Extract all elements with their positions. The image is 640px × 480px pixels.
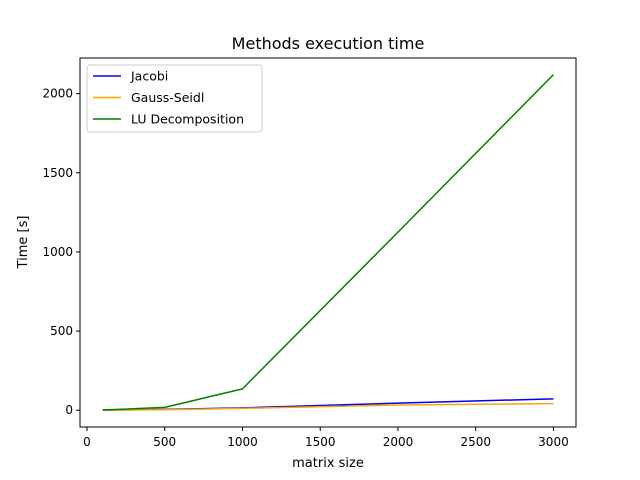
- plot-lines: [102, 74, 554, 411]
- x-axis-label: matrix size: [292, 456, 364, 471]
- y-tick-label: 1500: [42, 166, 73, 180]
- x-tick-label: 3000: [538, 435, 569, 449]
- y-axis-label: Time [s]: [16, 216, 31, 270]
- series-line-1: [102, 402, 554, 411]
- legend-label-0: Jacobi: [130, 69, 168, 84]
- y-tick-label: 1000: [42, 245, 73, 259]
- plot-frame: [79, 57, 577, 428]
- y-tick-label: 500: [50, 324, 73, 338]
- x-tick-label: 500: [153, 435, 176, 449]
- y-axis: 0 500 1000 1500 2000: [42, 87, 80, 417]
- series-line-2: [102, 74, 554, 411]
- y-tick-label: 0: [65, 403, 73, 417]
- chart-title: Methods execution time: [232, 34, 425, 53]
- x-tick-label: 0: [83, 435, 91, 449]
- legend-box: [86, 64, 263, 133]
- legend-label-2: LU Decomposition: [131, 112, 244, 127]
- y-tick-label: 2000: [42, 87, 73, 101]
- x-tick-label: 1500: [305, 435, 336, 449]
- x-tick-label: 1000: [227, 435, 258, 449]
- legend-label-1: Gauss-Seidl: [131, 90, 204, 105]
- x-axis: 0 500 1000 1500 2000 2500 3000: [83, 427, 569, 449]
- x-tick-label: 2500: [460, 435, 491, 449]
- x-tick-label: 2000: [383, 435, 414, 449]
- legend: Jacobi Gauss-Seidl LU Decomposition: [86, 64, 263, 133]
